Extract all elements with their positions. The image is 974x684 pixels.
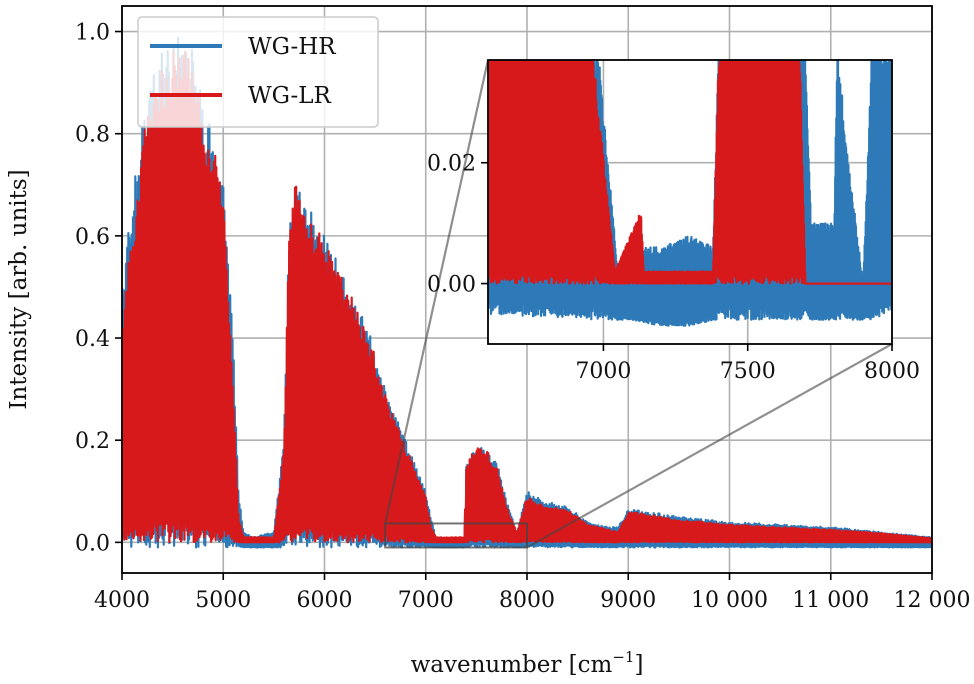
y-tick-label: 0.0	[75, 531, 110, 556]
main-tick-labels: 4000 5000 6000 7000 8000 9000 10 000 11 000 12 0…	[75, 21, 970, 613]
zoom-connector-line	[526, 343, 893, 549]
legend-label-wg-hr: WG-HR	[248, 34, 336, 60]
inset-x-tick-label: 7000	[575, 359, 631, 384]
y-tick-label: 0.4	[75, 327, 110, 352]
x-tick-label: 9000	[600, 588, 656, 613]
inset-x-tick-label: 8000	[864, 359, 920, 384]
main-tick-marks	[115, 30, 933, 580]
inset-y-tick-label: 0.02	[427, 152, 476, 177]
x-tick-label: 11 000	[792, 588, 869, 613]
inset-tick-marks	[481, 161, 893, 351]
y-tick-label: 1.0	[75, 21, 110, 46]
x-axis-label-superscript: −1	[612, 648, 634, 666]
x-tick-label: 7000	[398, 588, 454, 613]
legend: WG-HR WG-LR	[137, 16, 379, 128]
x-tick-label: 12 000	[894, 588, 971, 613]
inset-y-tick-label: 0.00	[427, 273, 476, 298]
y-tick-label: 0.6	[75, 225, 110, 250]
inset-x-tick-label: 7500	[720, 359, 776, 384]
x-tick-label: 6000	[297, 588, 353, 613]
y-tick-label: 0.2	[75, 429, 110, 454]
x-axis-label: wavenumber [cm−1]	[411, 648, 644, 678]
y-tick-label: 0.8	[75, 123, 110, 148]
x-tick-label: 10 000	[691, 588, 768, 613]
x-tick-label: 4000	[94, 588, 150, 613]
x-axis-label-main: wavenumber [cm	[411, 652, 613, 678]
inset-axes-frame	[487, 59, 893, 345]
zoom-connector-line	[384, 59, 490, 524]
inset-plot-series	[488, 60, 892, 327]
series-line-wg-lr	[488, 60, 892, 285]
legend-label-wg-lr: WG-LR	[248, 83, 331, 109]
x-axis-label-end: ]	[634, 652, 643, 678]
y-axis-label: Intensity [arb. units]	[6, 169, 32, 409]
x-tick-label: 8000	[499, 588, 555, 613]
x-tick-label: 5000	[195, 588, 251, 613]
inset-tick-labels: 7000 7500 8000 0.00 0.02	[427, 152, 920, 384]
zoom-region-box	[384, 522, 528, 549]
